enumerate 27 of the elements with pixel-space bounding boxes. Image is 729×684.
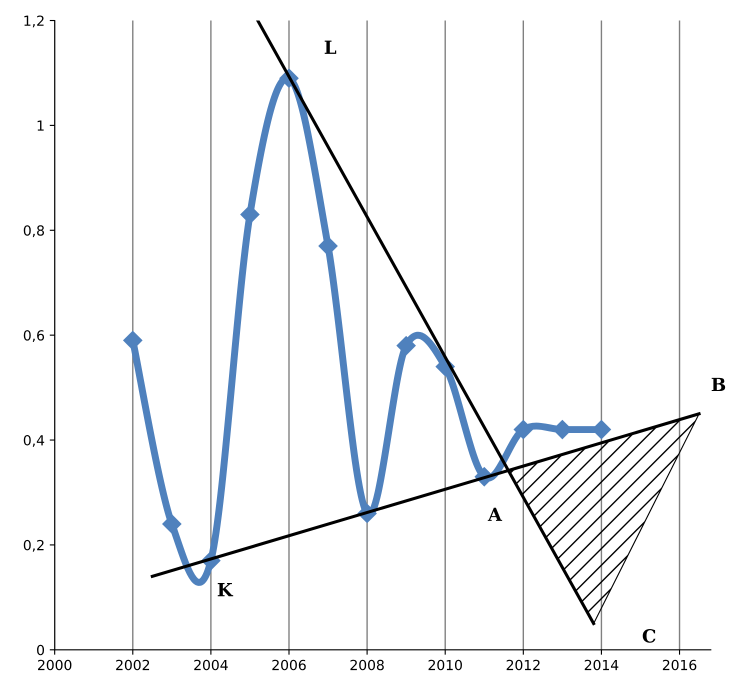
- x-tick-label: 2014: [584, 660, 618, 670]
- x-tick-label: 2012: [506, 660, 540, 670]
- annotation: A: [488, 508, 502, 521]
- x-tick-label: 2000: [38, 660, 72, 670]
- annotation: L: [324, 40, 336, 54]
- point: [514, 420, 533, 440]
- y-tick-label: 1: [38, 120, 44, 131]
- y-tick-label: 0,2: [24, 540, 44, 552]
- y-tick-label: 0: [37, 644, 44, 656]
- y-tick-label: 1,2: [24, 15, 44, 28]
- x-tick-label: 2016: [662, 660, 696, 670]
- y-tick-label: 0,8: [24, 225, 44, 238]
- annotation: B: [712, 378, 726, 392]
- x-tick-label: 2002: [116, 660, 150, 670]
- point: [318, 236, 338, 256]
- point: [162, 514, 182, 534]
- point: [123, 330, 142, 350]
- annotation: K: [218, 583, 234, 596]
- y-tick-label: 0,6: [24, 330, 44, 342]
- x-tick-label: 2010: [428, 660, 462, 670]
- x-tick-label: 2004: [194, 660, 228, 670]
- point: [396, 336, 416, 356]
- x-tick-label: 2006: [272, 660, 306, 670]
- annotation: C: [642, 629, 656, 643]
- x-tick-label: 2008: [350, 660, 384, 670]
- y-tick-label: 0,4: [24, 435, 44, 447]
- point: [240, 205, 260, 224]
